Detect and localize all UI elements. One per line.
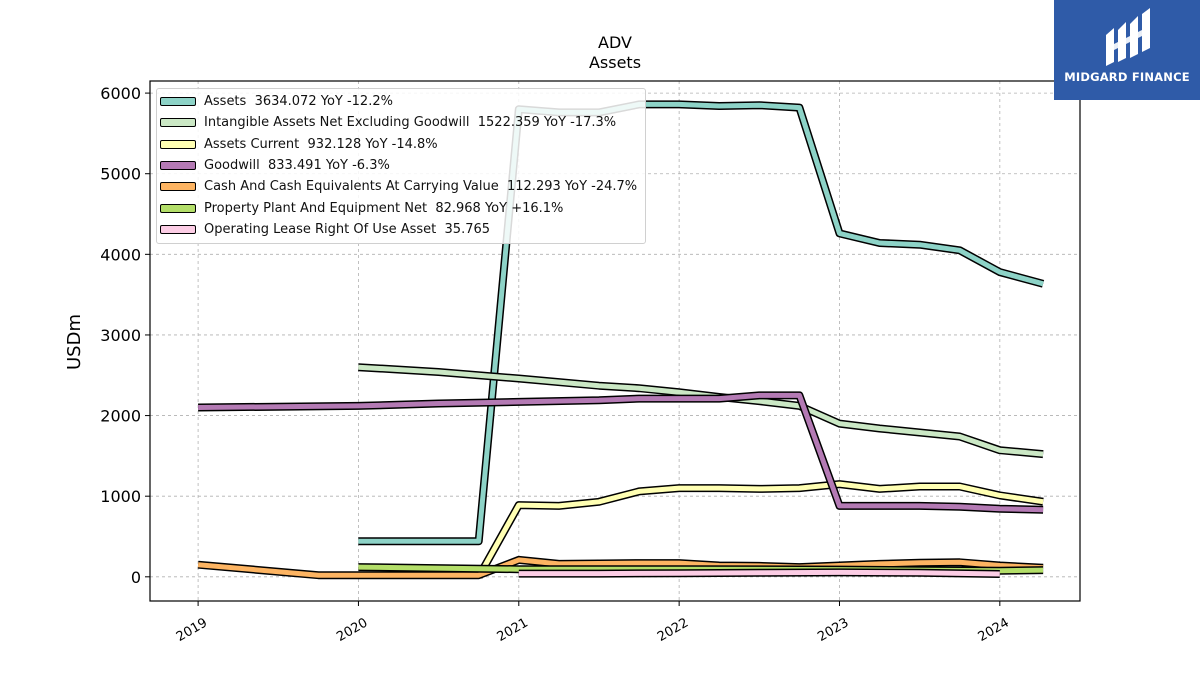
legend-item: Cash And Cash Equivalents At Carrying Va… (160, 176, 637, 197)
x-tick-label: 2023 (815, 615, 851, 645)
y-tick-label: 2000 (100, 407, 141, 426)
legend-swatch (160, 182, 196, 192)
logo-text: MIDGARD FINANCE (1064, 70, 1190, 84)
legend-swatch (160, 97, 196, 107)
chart-title: ADV (598, 33, 632, 52)
legend-item: Operating Lease Right Of Use Asset 35.76… (160, 219, 637, 240)
legend-label: Property Plant And Equipment Net 82.968 … (204, 200, 564, 216)
y-tick-label: 1000 (100, 487, 141, 506)
chart-legend: Assets 3634.072 YoY -12.2% Intangible Ass… (156, 88, 647, 245)
plot-frame (149, 80, 1081, 602)
legend-label: Assets 3634.072 YoY -12.2% (204, 94, 393, 110)
legend-item: Assets 3634.072 YoY -12.2% (160, 91, 637, 112)
series-line-cash-and-cash-equivalents-at-carrying-value (197, 557, 1044, 578)
x-tick-label: 2024 (976, 615, 1012, 645)
legend-label: Goodwill 833.491 YoY -6.3% (204, 158, 390, 174)
legend-swatch (160, 224, 196, 234)
legend-item: Property Plant And Equipment Net 82.968 … (160, 197, 637, 218)
legend-swatch (160, 118, 196, 128)
legend-label: Assets Current 932.128 YoY -14.8% (204, 136, 438, 152)
series-line-intangible-assets-net-excluding-goodwill-outline (358, 363, 1044, 459)
x-tick-label: 2020 (334, 615, 370, 645)
legend-swatch (160, 161, 196, 171)
y-axis-label: USDm (64, 314, 85, 370)
y-tick-label: 6000 (100, 84, 141, 103)
legend-item: Assets Current 932.128 YoY -14.8% (160, 134, 637, 155)
midgard-logo-icon (1106, 8, 1150, 66)
y-tick-label: 3000 (100, 326, 141, 345)
legend-label: Operating Lease Right Of Use Asset 35.76… (204, 221, 491, 237)
legend-swatch (160, 203, 196, 213)
series-line-operating-lease-right-of-use-asset (518, 569, 1000, 577)
series-line-intangible-assets-net-excluding-goodwill (358, 364, 1044, 457)
y-tick-label: 4000 (100, 245, 141, 264)
x-tick-label: 2022 (655, 615, 691, 645)
chart-subtitle: Assets (589, 53, 641, 72)
x-tick-label: 2019 (174, 615, 210, 645)
legend-label: Cash And Cash Equivalents At Carrying Va… (204, 179, 638, 195)
legend-label: Intangible Assets Net Excluding Goodwill… (204, 115, 617, 131)
y-tick-label: 5000 (100, 165, 141, 184)
legend-item: Intangible Assets Net Excluding Goodwill… (160, 112, 637, 133)
series-line-assets-current (476, 481, 1044, 579)
legend-swatch (160, 139, 196, 149)
y-tick-label: 0 (131, 568, 141, 587)
midgard-finance-logo: MIDGARD FINANCE (1054, 0, 1200, 100)
x-tick-label: 2021 (495, 615, 531, 645)
legend-item: Goodwill 833.491 YoY -6.3% (160, 155, 637, 176)
series-line-goodwill (198, 392, 1044, 513)
series-group (197, 100, 1045, 580)
